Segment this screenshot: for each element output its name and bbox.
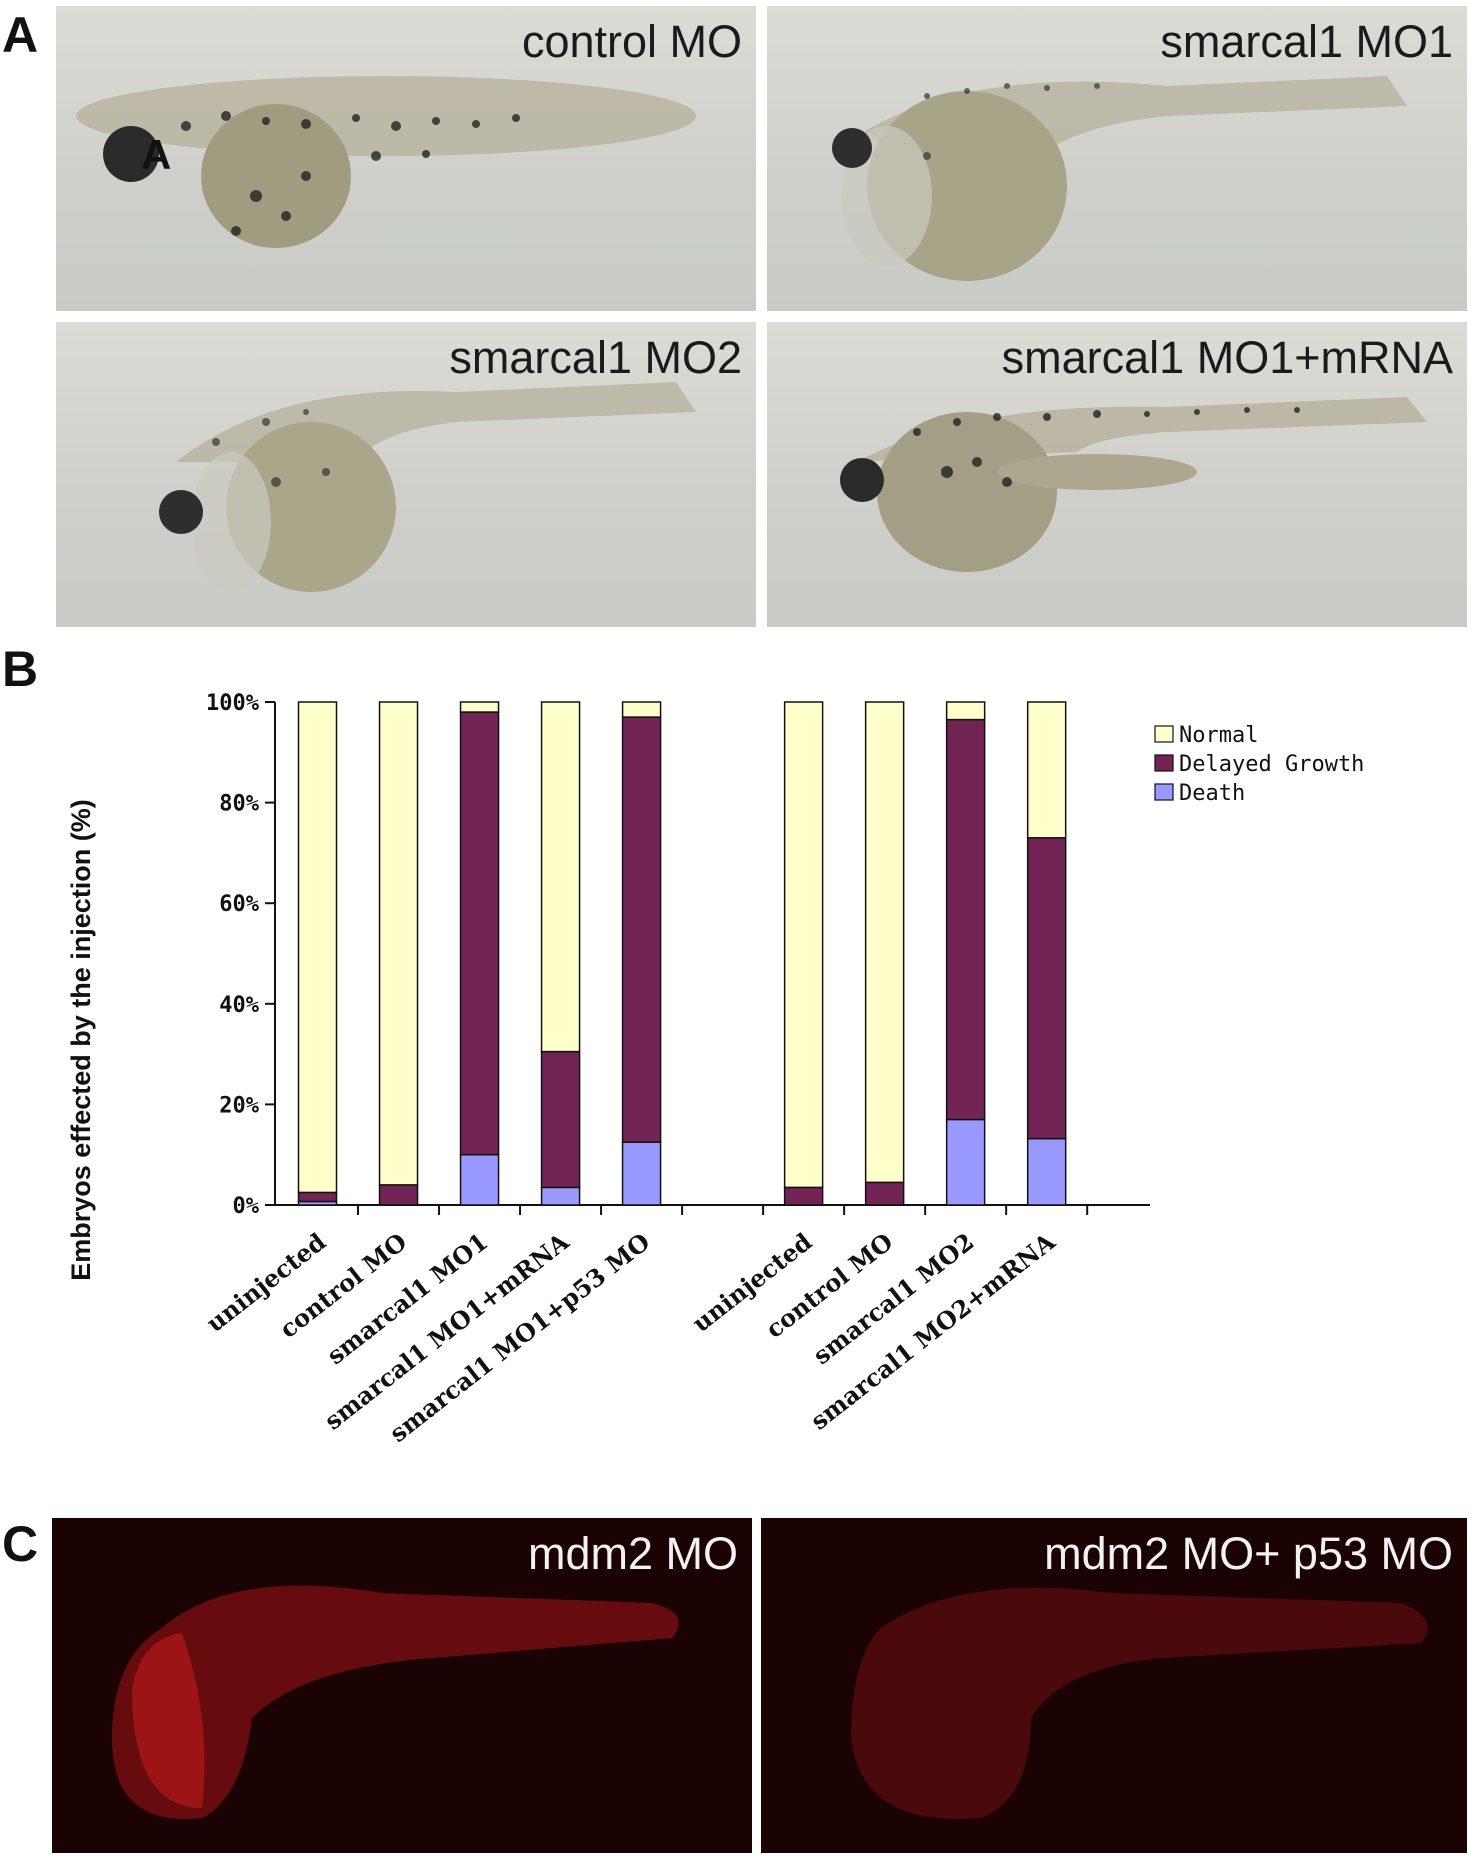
y-tick-label: 0% [233, 1194, 260, 1219]
chart-bars [297, 701, 1067, 1206]
y-axis-label: Embryos effected by the injection (%) [66, 799, 96, 1281]
embryo-photo-smarcal1-mo2: smarcal1 MO2 [56, 322, 756, 627]
chart-axes: 0% 20% 40% 60% 80% 100% [206, 691, 1150, 1219]
bar-segment-delayed-growth [378, 1184, 419, 1206]
stacked-bar-chart: Embryos effected by the injection (%) 0%… [66, 691, 1364, 1448]
inset-letter: A [141, 131, 172, 178]
bar-segment-normal [459, 701, 500, 713]
bar-segment-death [459, 1153, 500, 1206]
embryo-label-control-mo: control MO [521, 16, 742, 67]
embryo-photo-smarcal1-mo1: smarcal1 MO1 [767, 6, 1467, 311]
bar-segment-delayed-growth [1026, 837, 1067, 1140]
bar-segment-normal [945, 701, 986, 721]
bar-segment-death [540, 1186, 581, 1206]
embryo-photo-smarcal1-mo1-mrna: smarcal1 MO1+mRNA [767, 322, 1467, 627]
bar-segment-normal [1026, 701, 1067, 839]
y-tick-label: 80% [219, 792, 259, 817]
y-tick-label: 40% [219, 993, 259, 1018]
legend-label: Delayed Growth [1179, 752, 1364, 777]
embryo-photo-control-mo: control MO A [56, 6, 756, 311]
fluorescence-photo-mdm2-mo-p53-mo: mdm2 MO+ p53 MO [761, 1518, 1467, 1853]
fluorescence-label-mdm2-mo-p53-mo: mdm2 MO+ p53 MO [1044, 1528, 1453, 1579]
embryo-label-smarcal1-mo1: smarcal1 MO1 [1160, 16, 1453, 67]
bar-segment-normal [540, 701, 581, 1053]
bar-segment-delayed-growth [297, 1191, 338, 1203]
panel-letter-b: B [2, 641, 39, 697]
bar-segment-delayed-growth [540, 1050, 581, 1189]
legend-swatch [1154, 754, 1174, 772]
bar-segment-normal [378, 701, 419, 1186]
y-tick-label: 20% [219, 1093, 259, 1118]
fluorescence-label-mdm2-mo: mdm2 MO [527, 1528, 738, 1579]
legend-swatch [1154, 783, 1174, 801]
bar-segment-death [621, 1141, 662, 1206]
bar-segment-death [1026, 1137, 1067, 1206]
fluorescence-photo-mdm2-mo: mdm2 MO [52, 1518, 752, 1853]
bar-segment-delayed-growth [621, 716, 662, 1143]
panel-letter-c: C [2, 1516, 39, 1572]
legend-swatch [1154, 725, 1174, 743]
embryo-label-smarcal1-mo1-mrna: smarcal1 MO1+mRNA [1001, 332, 1453, 383]
legend-label: Normal [1179, 723, 1258, 748]
bar-segment-delayed-growth [864, 1181, 905, 1206]
bar-segment-normal [783, 701, 824, 1189]
bar-segment-normal [864, 701, 905, 1184]
panel-letter-a: A [2, 7, 39, 63]
y-tick-label: 100% [206, 691, 260, 716]
bar-segment-normal [621, 701, 662, 718]
bar-segment-normal [297, 701, 338, 1194]
y-tick-label: 60% [219, 892, 259, 917]
embryo-label-smarcal1-mo2: smarcal1 MO2 [449, 332, 742, 383]
bar-segment-death [945, 1118, 986, 1206]
chart-legend: Normal Delayed Growth Death [1154, 723, 1364, 806]
bar-segment-delayed-growth [783, 1186, 824, 1206]
bar-segment-delayed-growth [459, 711, 500, 1156]
bar-segment-delayed-growth [945, 718, 986, 1121]
legend-label: Death [1179, 781, 1245, 806]
